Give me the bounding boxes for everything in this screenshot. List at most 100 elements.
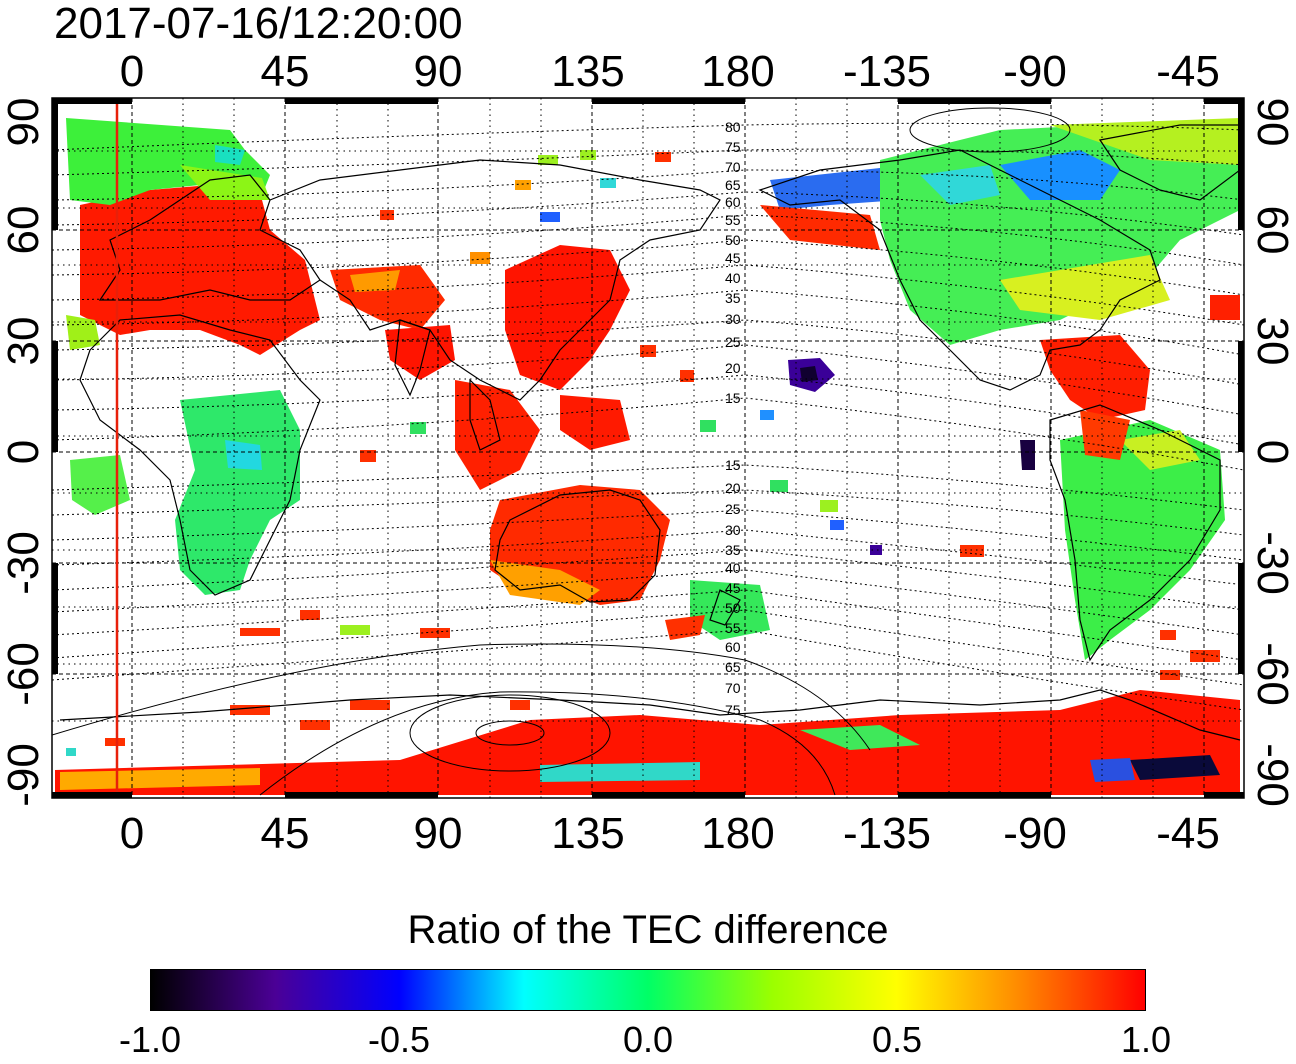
tec-patch-alaska bbox=[770, 168, 900, 210]
contour-label-north: 25 bbox=[725, 334, 741, 350]
tec-patch-nz bbox=[690, 580, 770, 640]
contour-label-south: 60 bbox=[725, 639, 741, 655]
tec-patch-se-asia bbox=[455, 380, 540, 490]
left-lat-axis: 90 60 30 0 -30 -60 -90 bbox=[0, 98, 48, 807]
colorbar-tick: -0.5 bbox=[367, 1019, 431, 1060]
contour-label-south: 40 bbox=[725, 560, 741, 576]
contour-label-south: 75 bbox=[725, 702, 741, 718]
coast-australia bbox=[494, 489, 661, 603]
tec-patch-antarctica-blue bbox=[1090, 758, 1135, 782]
tec-patch-na-west-red bbox=[760, 205, 880, 250]
contour-label-north: 50 bbox=[725, 232, 741, 248]
right-lat-tick: -90 bbox=[1248, 743, 1296, 807]
tec-patch-africa-west bbox=[70, 455, 130, 515]
coast-antarctica bbox=[59, 689, 1241, 741]
contour-label-south: 70 bbox=[725, 680, 741, 696]
colorbar-tick: 0.0 bbox=[622, 1019, 674, 1060]
contour-label-south: 30 bbox=[725, 522, 741, 538]
left-lat-tick: -30 bbox=[0, 531, 48, 595]
tec-patch-s-america bbox=[1060, 420, 1225, 660]
top-lon-tick: 135 bbox=[551, 47, 624, 96]
tec-patch-canada-blue bbox=[1000, 150, 1120, 200]
tec-patch-antarctica-orange bbox=[60, 768, 260, 790]
contour-label-south: 25 bbox=[725, 501, 741, 517]
bottom-lon-tick: -135 bbox=[843, 809, 931, 858]
left-lat-tick: 30 bbox=[0, 317, 48, 366]
right-lat-tick: -30 bbox=[1248, 531, 1296, 595]
contour-label-north: 55 bbox=[725, 212, 741, 228]
magnetic-contours bbox=[52, 122, 1244, 711]
coast-south-america bbox=[1049, 404, 1221, 662]
bottom-lon-tick: 0 bbox=[120, 809, 144, 858]
frame-dashes bbox=[52, 98, 1244, 798]
tec-patch-na-yellow bbox=[1000, 255, 1170, 320]
coastlines bbox=[59, 124, 1241, 741]
colorbar-tick: 0.5 bbox=[871, 1019, 923, 1060]
contour-label-north: 15 bbox=[725, 390, 741, 406]
contour-label-north: 75 bbox=[725, 139, 741, 155]
tec-patch-africa bbox=[175, 390, 300, 595]
right-lat-axis: 90 60 30 0 -30 -60 -90 bbox=[1248, 98, 1296, 807]
contour-label-south: 15 bbox=[725, 457, 741, 473]
tec-patch-east-asia bbox=[505, 245, 630, 390]
colorbar-tick: -1.0 bbox=[118, 1019, 182, 1060]
right-lat-tick: 0 bbox=[1248, 440, 1296, 464]
timestamp-title: 2017-07-16/12:20:00 bbox=[54, 0, 463, 48]
tec-patch-antarctica-cyan bbox=[540, 762, 700, 782]
colorbar bbox=[150, 969, 1146, 1011]
contour-label-north: 80 bbox=[725, 119, 741, 135]
bottom-lon-tick: 90 bbox=[414, 809, 463, 858]
tec-patch-antarctica-green bbox=[800, 725, 920, 750]
left-lat-tick: -60 bbox=[0, 642, 48, 706]
right-lat-tick: 90 bbox=[1248, 98, 1296, 147]
top-lon-tick: 0 bbox=[120, 47, 144, 96]
tec-patch-antarctica-dark bbox=[1130, 755, 1220, 780]
coast-greenland bbox=[1098, 124, 1241, 201]
contour-label-south: 45 bbox=[725, 580, 741, 596]
contour-label-south: 50 bbox=[725, 600, 741, 616]
graticule bbox=[52, 98, 1244, 798]
coast-india bbox=[394, 319, 431, 397]
contour-label-south: 65 bbox=[725, 659, 741, 675]
contour-label-north: 40 bbox=[725, 270, 741, 286]
contour-label-north: 30 bbox=[725, 311, 741, 327]
bottom-lon-tick: 180 bbox=[701, 809, 774, 858]
left-lat-tick: -90 bbox=[0, 743, 48, 807]
bottom-lon-tick: 45 bbox=[261, 809, 310, 858]
tec-data-layer bbox=[55, 118, 1240, 795]
top-lon-tick: 90 bbox=[414, 47, 463, 96]
contour-label-south: 55 bbox=[725, 620, 741, 636]
contour-label-north: 20 bbox=[725, 360, 741, 376]
tec-scattered-cells bbox=[66, 150, 1240, 756]
right-lat-tick: -60 bbox=[1248, 642, 1296, 706]
top-lon-axis: 0 45 90 135 180 -135 -90 -45 bbox=[120, 47, 1220, 96]
tec-patch-canada-cyan bbox=[920, 165, 1000, 205]
tec-patch-arctic-europe-2 bbox=[180, 165, 270, 200]
bottom-lon-tick: -45 bbox=[1156, 809, 1220, 858]
tec-patch-greenland-yg bbox=[1050, 118, 1240, 165]
contour-label-north: 60 bbox=[725, 194, 741, 210]
contour-label-south: 35 bbox=[725, 542, 741, 558]
colorbar-title: Ratio of the TEC difference bbox=[407, 908, 889, 952]
contour-label-south: 20 bbox=[725, 480, 741, 496]
tec-patch-africa-cyan bbox=[225, 440, 262, 470]
tec-patch-caribbean bbox=[1040, 335, 1150, 420]
contour-label-north: 65 bbox=[725, 177, 741, 193]
tec-patch-philippines bbox=[560, 395, 630, 450]
tec-patch-equator-dark bbox=[1020, 440, 1035, 470]
tec-patch-arctic-cyan bbox=[215, 145, 245, 165]
coast-nz bbox=[709, 589, 741, 626]
tec-patch-antarctica bbox=[55, 690, 1240, 795]
auroral-contours bbox=[52, 107, 1071, 796]
tec-patch-tasman-red bbox=[665, 615, 705, 640]
tec-patch-pacific-dark bbox=[800, 366, 818, 382]
contour-label-north: 70 bbox=[725, 159, 741, 175]
top-lon-tick: 180 bbox=[701, 47, 774, 96]
left-lat-tick: 0 bbox=[0, 440, 48, 464]
coast-north-america bbox=[758, 149, 1161, 391]
tec-patch-australia-orange bbox=[490, 560, 600, 605]
colorbar-tick: 1.0 bbox=[1120, 1019, 1172, 1060]
top-lon-tick: -45 bbox=[1156, 47, 1220, 96]
top-lon-tick: -90 bbox=[1003, 47, 1067, 96]
contour-label-north: 35 bbox=[725, 290, 741, 306]
